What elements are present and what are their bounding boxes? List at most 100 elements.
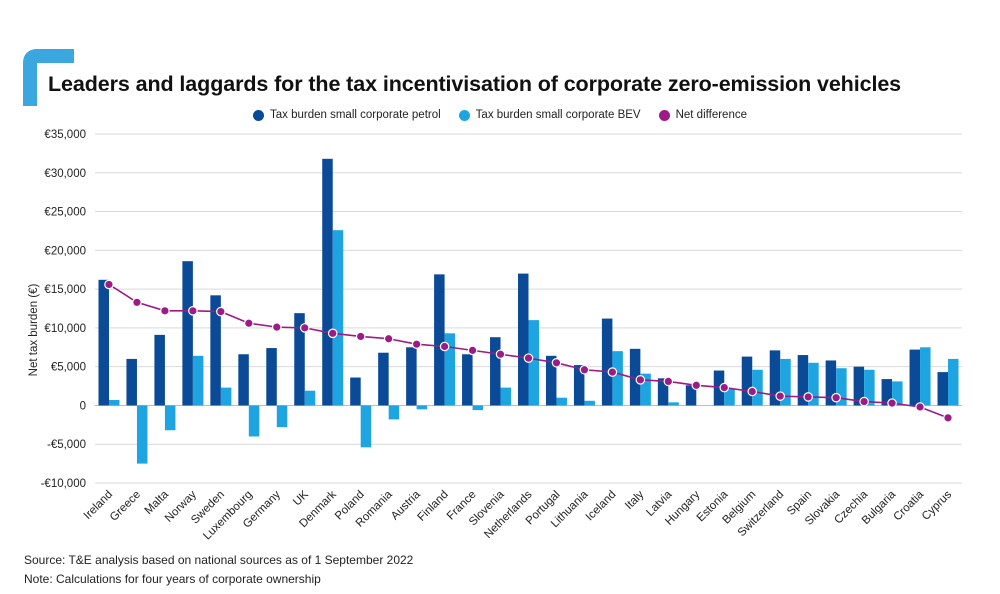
legend-label-petrol: Tax burden small corporate petrol bbox=[270, 109, 441, 121]
net-point-iceland bbox=[607, 367, 618, 377]
bar-petrol-denmark bbox=[322, 158, 333, 406]
bar-petrol-slovakia bbox=[825, 360, 837, 406]
bar-petrol-belgium bbox=[741, 356, 753, 406]
bar-bev-denmark bbox=[332, 230, 344, 406]
x-tick-label-italy: Italy bbox=[623, 488, 647, 512]
y-tick-label-9: -€10,000 bbox=[41, 478, 86, 490]
net-point-hungary bbox=[691, 380, 702, 391]
bar-petrol-norway bbox=[182, 261, 193, 406]
bar-bev-italy bbox=[640, 373, 651, 406]
bar-petrol-cyprus bbox=[937, 372, 949, 406]
bar-petrol-croatia bbox=[909, 349, 921, 406]
x-tick-label-uk: UK bbox=[291, 488, 311, 508]
net-point-germany bbox=[271, 322, 282, 332]
legend-label-bev: Tax burden small corporate BEV bbox=[475, 109, 641, 121]
net-point-italy bbox=[635, 375, 646, 385]
net-point-switzerland bbox=[775, 391, 786, 401]
net-point-uk bbox=[299, 323, 310, 333]
bar-bev-netherlands bbox=[528, 320, 539, 406]
y-tick-label-7: 0 bbox=[80, 400, 86, 412]
net-point-slovenia bbox=[495, 349, 506, 360]
bar-bev-greece bbox=[136, 405, 148, 464]
net-point-bulgaria bbox=[887, 398, 897, 408]
legend-item-petrol: Tax burden small corporate petrol bbox=[253, 109, 441, 121]
bar-petrol-uk bbox=[294, 313, 305, 406]
bar-bev-czechia bbox=[864, 369, 875, 406]
calculation-note: Note: Calculations for four years of cor… bbox=[24, 572, 321, 586]
y-tick-label-3: €20,000 bbox=[44, 245, 86, 257]
bar-bev-malta bbox=[164, 405, 176, 431]
net-point-netherlands bbox=[523, 353, 534, 363]
bar-petrol-netherlands bbox=[518, 273, 529, 406]
legend-swatch-bev bbox=[458, 109, 470, 121]
bar-petrol-czechia bbox=[853, 366, 865, 406]
legend-label-net: Net difference bbox=[675, 109, 747, 121]
bar-bev-norway bbox=[192, 355, 204, 406]
bar-bev-lithuania bbox=[584, 400, 595, 406]
bar-bev-luxembourg bbox=[248, 405, 260, 437]
bar-bev-spain bbox=[808, 362, 819, 406]
net-point-spain bbox=[803, 392, 813, 402]
bar-petrol-estonia bbox=[713, 370, 725, 406]
bar-bev-uk bbox=[304, 390, 316, 406]
bar-bev-slovenia bbox=[500, 387, 512, 406]
net-point-portugal bbox=[551, 357, 562, 368]
bar-bev-austria bbox=[416, 405, 428, 410]
bar-petrol-iceland bbox=[601, 318, 613, 406]
net-point-latvia bbox=[663, 376, 674, 387]
bar-bev-iceland bbox=[612, 351, 623, 406]
bar-petrol-latvia bbox=[657, 378, 669, 406]
chart-legend: Tax burden small corporate petrol Tax bu… bbox=[0, 109, 1000, 121]
bar-bev-sweden bbox=[220, 387, 232, 406]
net-point-estonia bbox=[719, 382, 730, 393]
y-tick-label-5: €10,000 bbox=[44, 323, 86, 335]
bar-petrol-sweden bbox=[210, 295, 221, 406]
bar-petrol-austria bbox=[406, 347, 417, 406]
bar-bev-bulgaria bbox=[892, 381, 903, 406]
legend-swatch-petrol bbox=[253, 109, 264, 121]
net-point-croatia bbox=[915, 402, 925, 412]
legend-item-net: Net difference bbox=[658, 109, 747, 121]
bar-petrol-bulgaria bbox=[881, 379, 893, 406]
net-point-france bbox=[467, 345, 478, 356]
y-tick-label-8: -€5,000 bbox=[47, 439, 86, 451]
y-tick-label-2: €25,000 bbox=[44, 207, 86, 219]
bar-petrol-france bbox=[462, 354, 473, 406]
bars bbox=[98, 158, 959, 464]
y-tick-label-4: €15,000 bbox=[44, 284, 86, 296]
net-point-cyprus bbox=[943, 413, 953, 423]
bar-petrol-greece bbox=[126, 358, 137, 406]
bar-bev-switzerland bbox=[780, 358, 791, 406]
bar-bev-croatia bbox=[920, 347, 931, 406]
net-point-poland bbox=[355, 331, 366, 342]
bar-petrol-lithuania bbox=[573, 365, 585, 406]
net-point-malta bbox=[160, 306, 170, 316]
net-difference-line bbox=[104, 279, 953, 423]
bar-petrol-slovenia bbox=[490, 337, 501, 406]
bar-bev-latvia bbox=[668, 402, 679, 406]
legend-item-bev: Tax burden small corporate BEV bbox=[458, 109, 641, 121]
x-tick-label-croatia: Croatia bbox=[891, 488, 926, 523]
bar-bev-france bbox=[472, 405, 484, 411]
net-point-czechia bbox=[859, 396, 869, 407]
bar-petrol-spain bbox=[797, 355, 809, 406]
bar-petrol-portugal bbox=[545, 355, 557, 406]
net-point-finland bbox=[439, 341, 450, 352]
x-tick-label-iceland: Iceland bbox=[584, 489, 619, 524]
bar-bev-cyprus bbox=[948, 358, 959, 406]
bar-petrol-romania bbox=[378, 352, 389, 406]
bar-petrol-ireland bbox=[98, 279, 109, 406]
bar-bev-belgium bbox=[752, 369, 763, 406]
chart-title: Leaders and laggards for the tax incenti… bbox=[48, 72, 902, 96]
bar-petrol-germany bbox=[266, 348, 277, 406]
net-point-sweden bbox=[216, 306, 226, 317]
bar-bev-poland bbox=[360, 405, 372, 448]
bar-bev-romania bbox=[388, 405, 400, 420]
x-tick-label-greece: Greece bbox=[108, 489, 143, 524]
bar-petrol-poland bbox=[350, 377, 361, 406]
y-tick-label-6: €5,000 bbox=[51, 362, 86, 374]
net-point-austria bbox=[411, 339, 422, 349]
bar-bev-slovakia bbox=[836, 368, 847, 406]
